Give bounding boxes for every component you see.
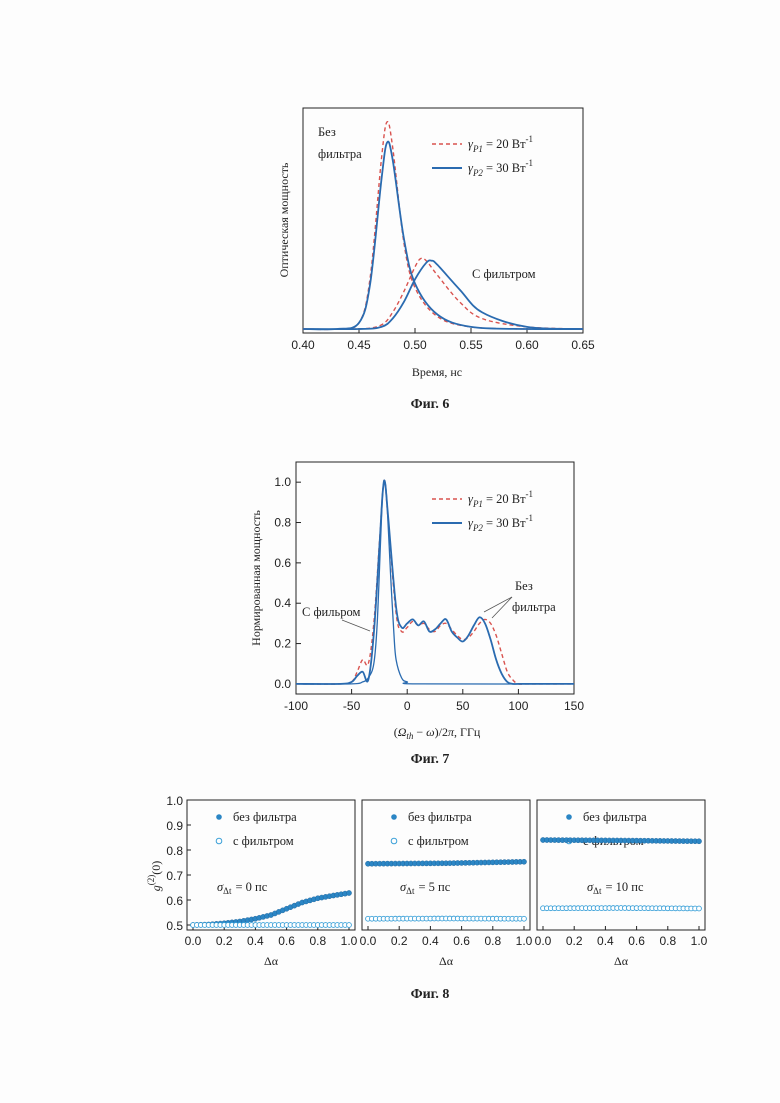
fig8-legend-label-2: с фильтром (233, 834, 294, 848)
fig8-x-tick-label: 0.8 (484, 934, 501, 948)
fig8-point-with-filter (347, 923, 352, 928)
fig8-x-tick-label: 0.0 (360, 934, 377, 948)
fig8-sigma-annotation: σΔt= 5 пс (400, 880, 451, 896)
fig8-x-tick-label: 0.6 (628, 934, 645, 948)
fig8-y-axis-label: g(2)(0) (146, 861, 163, 892)
figure-8-chart: 0.0 0.2 0.4 0.6 0.8 1.0 0.5 0.6 0.7 0.8 0.9 1.0 Δα бе… (0, 0, 780, 1000)
fig8-legend-label-1: без фильтра (583, 810, 647, 824)
fig8-point-with-filter (697, 906, 702, 911)
fig8-x-tick-label: 0.0 (535, 934, 552, 948)
fig8-x-tick-label: 0.0 (185, 934, 202, 948)
fig8-y-tick-label: 0.5 (166, 919, 183, 933)
fig8-point-no-filter (696, 839, 701, 844)
fig8-legend-label-1: без фильтра (233, 810, 297, 824)
fig8-x-tick-label: 0.4 (597, 934, 614, 948)
fig8-x-axis-label: Δα (614, 954, 629, 968)
fig8-y-tick-label: 0.7 (166, 869, 183, 883)
fig8-y-tick-label: 0.9 (166, 819, 183, 833)
fig8-x-tick-label: 0.2 (216, 934, 233, 948)
fig8-legend-marker-filled (566, 814, 572, 820)
fig8-legend-marker-filled (216, 814, 222, 820)
fig8-x-tick-label: 0.2 (391, 934, 408, 948)
fig8-x-tick-label: 1.0 (516, 934, 533, 948)
fig8-y-tick-label: 0.8 (166, 844, 183, 858)
fig8-x-tick-label: 0.8 (309, 934, 326, 948)
fig8-panel-3: 0.00.20.40.60.81.0Δαбез фильтрас фильтро… (535, 800, 708, 968)
fig8-panel-1: 0.0 0.2 0.4 0.6 0.8 1.0 0.5 0.6 0.7 0.8 0.9 1.0 Δα бе… (166, 794, 357, 968)
fig8-x-tick-label: 0.4 (247, 934, 264, 948)
fig8-panels-group: 0.0 0.2 0.4 0.6 0.8 1.0 0.5 0.6 0.7 0.8 0.9 1.0 Δα бе… (166, 794, 707, 968)
fig8-x-tick-label: 0.4 (422, 934, 439, 948)
fig8-x-tick-label: 1.0 (341, 934, 358, 948)
fig8-point-with-filter (522, 916, 527, 921)
fig8-legend-label-2: с фильтром (408, 834, 469, 848)
fig8-panel-2: 0.0 0.2 0.4 0.6 0.8 1.0 Δα без фильтра с фильтро… (360, 800, 533, 968)
fig8-x-tick-label: 0.8 (659, 934, 676, 948)
fig8-legend-marker-open (391, 838, 397, 844)
fig8-sigma-annotation: σΔt= 10 пс (587, 880, 644, 896)
fig8-caption: Фиг. 8 (330, 987, 530, 1003)
fig8-x-axis-label: Δα (264, 954, 279, 968)
fig8-x-tick-label: 0.2 (566, 934, 583, 948)
fig8-y-tick-label: 0.6 (166, 894, 183, 908)
fig8-point-no-filter (521, 859, 526, 864)
fig8-sigma-annotation: σΔt= 0 пс (217, 880, 268, 896)
fig8-x-tick-label: 0.6 (453, 934, 470, 948)
fig8-x-tick-label: 1.0 (691, 934, 708, 948)
fig8-x-axis-label: Δα (439, 954, 454, 968)
fig8-point-no-filter (346, 890, 351, 895)
fig8-legend-marker-filled (391, 814, 397, 820)
fig8-legend-label-1: без фильтра (408, 810, 472, 824)
fig8-y-tick-label: 1.0 (166, 794, 183, 808)
fig8-legend-marker-open (216, 838, 222, 844)
fig8-x-tick-label: 0.6 (278, 934, 295, 948)
